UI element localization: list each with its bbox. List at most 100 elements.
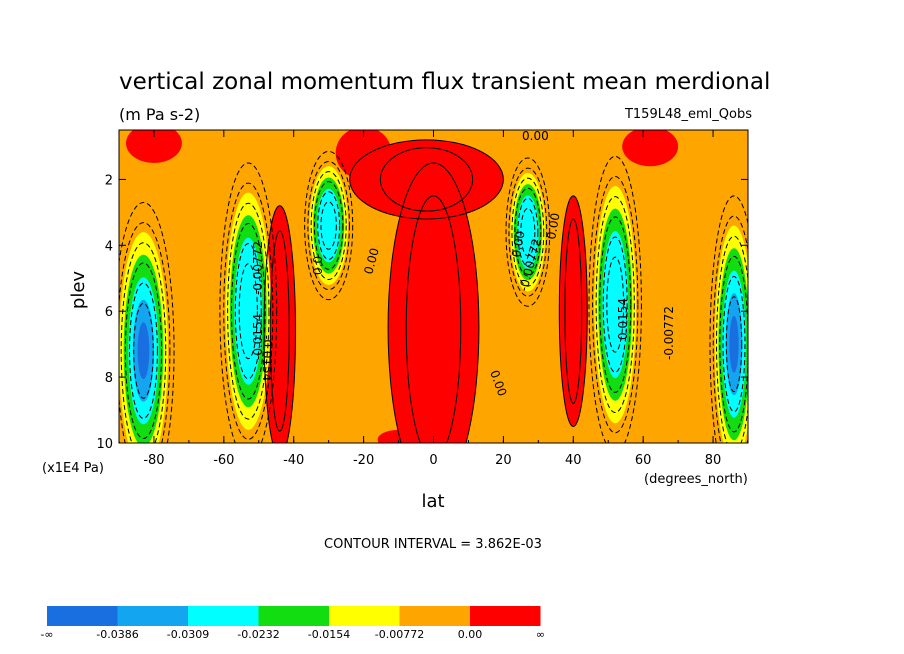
negative-region <box>602 231 629 379</box>
contour-line <box>119 222 171 443</box>
colorbar-swatch <box>399 606 470 626</box>
chart-title: vertical zonal momentum flux transient m… <box>119 69 770 95</box>
colorbar: -∞ -0.0386 -0.0309 -0.0232 -0.0154 -0.00772 0.… <box>40 606 545 641</box>
y-tick-label: 2 <box>105 173 113 188</box>
contour-line <box>520 207 536 257</box>
colorbar-swatch <box>188 606 259 626</box>
contour-line <box>588 155 642 443</box>
x-tick-label: -20 <box>353 453 374 468</box>
contour-line <box>505 157 551 307</box>
negative-region <box>517 195 539 269</box>
contour-line <box>349 139 504 220</box>
negative-region <box>137 322 150 380</box>
contour-line <box>595 196 635 414</box>
contour-line <box>517 197 539 267</box>
contour-line <box>119 202 175 443</box>
colorbar-label: -∞ <box>40 628 53 641</box>
contour-line <box>313 181 344 270</box>
y-tick-label: 6 <box>105 305 113 320</box>
contour-label: -0.00772 <box>662 306 676 360</box>
contour-line <box>599 216 632 393</box>
contour-label: -0.0154 <box>260 335 274 381</box>
colorbar-label: 0.00 <box>458 628 483 641</box>
contour-line <box>511 177 545 287</box>
y-tick-label: 10 <box>96 437 113 452</box>
y-tick-label: 4 <box>105 239 113 254</box>
contour-label: 0.0 <box>311 256 325 275</box>
contour-line <box>592 176 639 434</box>
colorbar-label: -0.0232 <box>237 628 279 641</box>
negative-region <box>316 188 341 263</box>
colorbar-label: -0.0309 <box>167 628 209 641</box>
contour-line <box>263 205 296 443</box>
contour-line <box>317 191 341 260</box>
contour-line <box>219 162 278 443</box>
contour-line <box>120 242 167 443</box>
contour-line <box>606 256 625 353</box>
y-tick-label: 8 <box>105 371 113 386</box>
chart-units: (m Pa s-2) <box>119 105 200 124</box>
colorbar-label: -0.00772 <box>375 628 424 641</box>
positive-region <box>377 429 420 443</box>
contour-label: 0.00 <box>522 129 549 143</box>
positive-region <box>388 162 479 443</box>
contour-line <box>133 302 154 399</box>
contour-line <box>564 218 583 404</box>
negative-region <box>234 237 263 385</box>
contour-label: -0.0154 <box>251 314 265 360</box>
colorbar-swatch <box>470 606 541 626</box>
x-tick-label: -60 <box>213 453 234 468</box>
contour-line <box>320 201 337 250</box>
contour-interval: CONTOUR INTERVAL = 3.862E-03 <box>324 537 542 552</box>
contour-label: 0.00 <box>509 230 527 259</box>
positive-region <box>335 130 392 180</box>
contour-line <box>508 167 548 297</box>
y-units: (x1E4 Pa) <box>42 461 104 476</box>
colorbar-label: -0.0386 <box>96 628 138 641</box>
plot-area <box>119 130 748 443</box>
contour-label: -0.00772 <box>251 241 265 295</box>
contour-line <box>269 230 290 432</box>
x-tick-label: -40 <box>283 453 304 468</box>
x-tick-label: 80 <box>705 453 722 468</box>
contour-line <box>558 195 588 428</box>
contour-line <box>230 222 266 400</box>
positive-region <box>622 130 679 167</box>
colorbar-swatch <box>47 606 118 626</box>
colorbar-label: ∞ <box>536 628 545 641</box>
run-label: T159L48_eml_Qobs <box>624 107 752 122</box>
contour-label: 0.00 <box>544 212 562 241</box>
contour-line <box>227 202 270 420</box>
y-axis-label: plev <box>68 271 89 310</box>
contour-line <box>129 282 158 419</box>
contour-line <box>405 195 462 443</box>
contour-line <box>310 171 347 281</box>
contour-line <box>719 255 748 433</box>
contour-line <box>238 263 258 360</box>
contour-line <box>387 162 480 443</box>
contour-line <box>307 160 350 291</box>
x-axis-label: lat <box>421 491 444 512</box>
contour-line <box>234 243 262 380</box>
colorbar-swatch <box>258 606 329 626</box>
colorbar-label: -0.0154 <box>308 628 350 641</box>
contour-line <box>304 150 354 301</box>
x-tick-label: 20 <box>495 453 512 468</box>
contour-line <box>124 262 163 440</box>
contour-line <box>722 276 746 413</box>
contour-line <box>712 215 748 443</box>
positive-region <box>125 130 182 163</box>
contour-line <box>379 147 474 212</box>
contour-line <box>725 296 743 393</box>
negative-region <box>729 315 739 373</box>
x-tick-label: -80 <box>143 453 164 468</box>
contour-label: 0.00 <box>361 246 381 275</box>
x-units: (degrees_north) <box>644 472 748 487</box>
x-tick-label: 40 <box>565 453 582 468</box>
contour-line <box>223 182 274 440</box>
colorbar-swatch <box>117 606 188 626</box>
contour-line <box>709 195 748 443</box>
colorbar-swatch <box>329 606 400 626</box>
contour-label: 0.0154 <box>616 298 630 340</box>
